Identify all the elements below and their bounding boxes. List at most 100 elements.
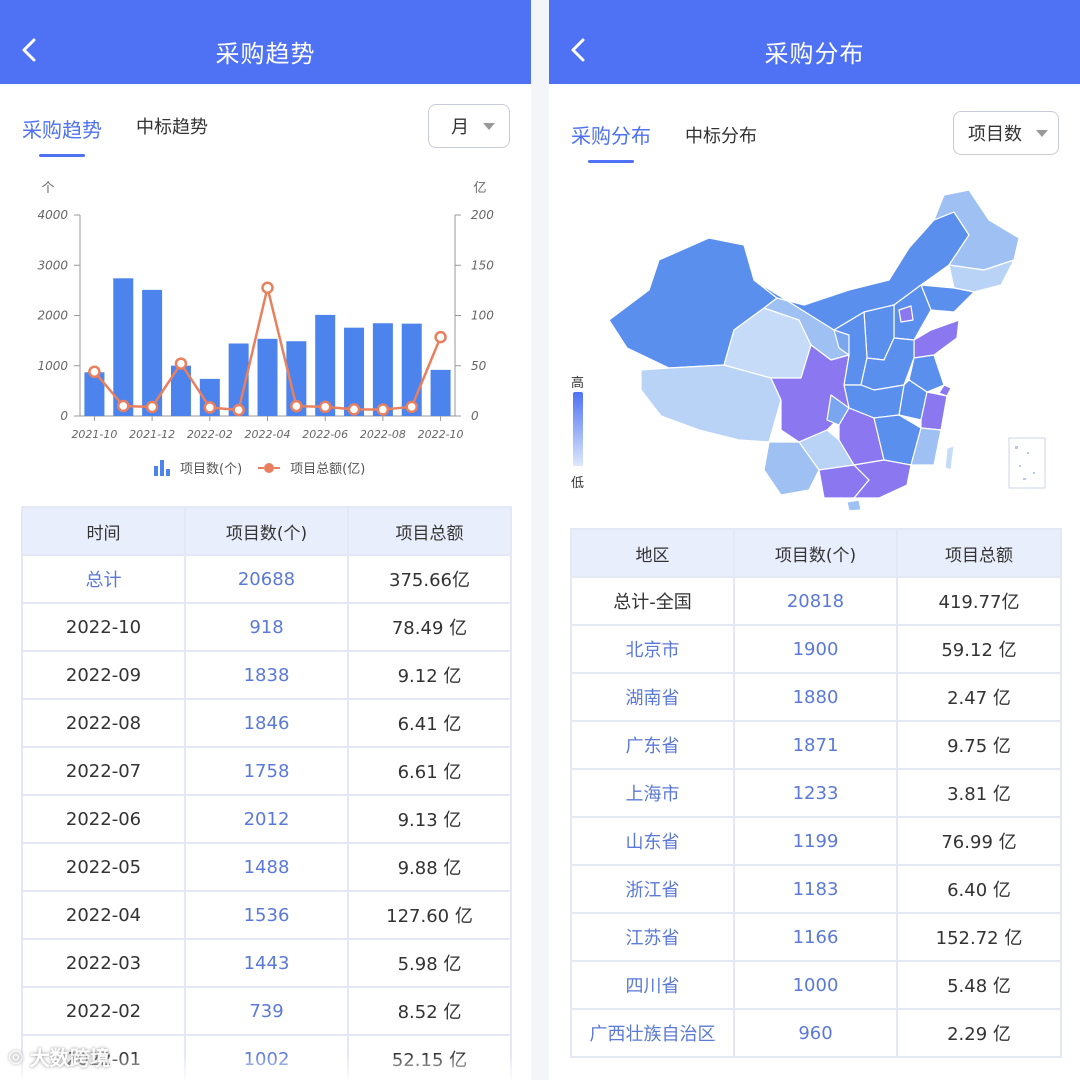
table-row[interactable]: 江苏省 1166 152.72 亿 <box>570 912 1062 962</box>
watermark-text: 大数跨境 <box>29 1046 110 1070</box>
table-row[interactable]: 2022-04 1536 127.60 亿 <box>21 890 512 940</box>
chart-point <box>203 401 217 414</box>
table-row[interactable]: 广西壮族自治区 960 2.29 亿 <box>570 1008 1062 1058</box>
table-cell-count[interactable]: 1233 <box>733 768 898 818</box>
table-cell-count[interactable]: 1536 <box>184 890 349 940</box>
table-cell-label[interactable]: 广东省 <box>570 720 735 770</box>
chart-point <box>376 403 390 416</box>
table-cell-count[interactable]: 1871 <box>733 720 898 770</box>
weibo-logo-icon: ◎ <box>8 1046 24 1067</box>
back-arrow-icon[interactable] <box>569 38 589 62</box>
table-cell-count[interactable]: 1488 <box>184 842 349 892</box>
table-row[interactable]: 上海市 1233 3.81 亿 <box>570 768 1062 818</box>
table-cell-label[interactable]: 山东省 <box>570 816 735 866</box>
line-marker-icon <box>258 462 281 473</box>
region-guangdong <box>853 459 912 499</box>
table-cell-label[interactable]: 上海市 <box>570 768 735 818</box>
table-cell-label: 2022-09 <box>21 650 186 700</box>
tab-label: 中标分布 <box>685 126 757 147</box>
table-row[interactable]: 2022-02 739 8.52 亿 <box>21 986 512 1036</box>
table-cell-count[interactable]: 739 <box>184 986 349 1036</box>
table-cell-count[interactable]: 20688 <box>184 554 349 604</box>
tab-purchase-distribution[interactable]: 采购分布 <box>571 120 651 163</box>
table-row[interactable]: 湖南省 1880 2.47 亿 <box>570 672 1062 722</box>
metric-select[interactable]: 项目数 <box>953 111 1059 155</box>
trend-screen: 采购趋势 采购趋势 中标趋势 月 个 亿 0 1000 2000 3000 4000 0 50 1… <box>0 0 531 1080</box>
tab-bar: 采购分布 中标分布 项目数 <box>549 84 1080 170</box>
chart-point <box>290 399 303 413</box>
page-title: 采购趋势 <box>215 40 316 68</box>
table-row[interactable]: 浙江省 1183 6.40 亿 <box>570 864 1062 914</box>
color-scale-bar <box>573 392 583 466</box>
trend-table: 时间 项目数(个) 项目总额 总计 20688 375.66亿 2022-10 918 7… <box>21 506 512 1080</box>
chart-legend: 项目数(个) 项目总额(亿) <box>154 458 365 477</box>
chart-point <box>318 400 332 414</box>
table-cell-label: 2022-03 <box>21 938 186 988</box>
chevron-down-icon <box>1036 129 1048 137</box>
table-cell-count[interactable]: 1758 <box>184 746 349 796</box>
table-row[interactable]: 广东省 1871 9.75 亿 <box>570 720 1062 770</box>
table-cell-count[interactable]: 1183 <box>733 864 898 914</box>
y-tick-label: 0 <box>60 409 68 423</box>
table-row[interactable]: 2022-10 918 78.49 亿 <box>21 602 512 652</box>
table-cell-label[interactable]: 北京市 <box>570 624 735 674</box>
table-cell-count[interactable]: 1880 <box>733 672 898 722</box>
table-cell-count[interactable]: 1443 <box>184 938 349 988</box>
table-cell-label[interactable]: 四川省 <box>570 960 735 1010</box>
table-cell-label[interactable]: 总计 <box>21 554 186 604</box>
x-tick-label: 2022-08 <box>360 428 406 441</box>
table-cell-amount: 6.61 亿 <box>347 746 512 796</box>
tab-bar: 采购趋势 中标趋势 月 <box>0 84 531 170</box>
table-cell-label[interactable]: 广西壮族自治区 <box>570 1008 735 1058</box>
region-tibet <box>640 364 782 443</box>
table-cell-count[interactable]: 1166 <box>733 912 898 962</box>
table-row[interactable]: 2022-09 1838 9.12 亿 <box>21 650 512 700</box>
table-row[interactable]: 2022-08 1846 6.41 亿 <box>21 698 512 748</box>
table-cell-count[interactable]: 1900 <box>733 624 898 674</box>
table-row[interactable]: 山东省 1199 76.99 亿 <box>570 816 1062 866</box>
table-cell-amount: 375.66亿 <box>347 554 512 604</box>
table-cell-count[interactable]: 1199 <box>733 816 898 866</box>
x-tick-label: 2022-10 <box>418 428 464 441</box>
table-cell-count[interactable]: 2012 <box>184 794 349 844</box>
table-header-row: 地区 项目数(个) 项目总额 <box>570 528 1062 578</box>
table-row[interactable]: 总计-全国 20818 419.77亿 <box>570 576 1062 626</box>
y2-tick-label: 100 <box>471 309 494 323</box>
table-cell-label[interactable]: 浙江省 <box>570 864 735 914</box>
app-header: 采购分布 <box>549 0 1080 84</box>
tab-purchase-trend[interactable]: 采购趋势 <box>22 114 102 157</box>
table-row[interactable]: 2022-03 1443 5.98 亿 <box>21 938 512 988</box>
scale-low-label: 低 <box>571 476 585 491</box>
table-cell-count[interactable]: 20818 <box>733 576 898 626</box>
legend-line-label: 项目总额(亿) <box>290 462 366 477</box>
period-select[interactable]: 月 <box>428 104 510 148</box>
chart-bar <box>170 365 191 416</box>
table-row[interactable]: 2022-07 1758 6.61 亿 <box>21 746 512 796</box>
back-arrow-icon[interactable] <box>20 38 40 62</box>
table-cell-count[interactable]: 1000 <box>733 960 898 1010</box>
region-fujian <box>910 427 942 466</box>
table-cell-amount: 59.12 亿 <box>896 624 1062 674</box>
tab-bid-distribution[interactable]: 中标分布 <box>685 122 757 148</box>
table-cell-amount: 127.60 亿 <box>347 890 512 940</box>
table-cell-amount: 419.77亿 <box>896 576 1062 626</box>
tab-label: 中标趋势 <box>136 117 208 138</box>
tab-bid-trend[interactable]: 中标趋势 <box>136 113 208 139</box>
table-cell-count[interactable]: 1838 <box>184 650 349 700</box>
chevron-down-icon <box>483 122 495 130</box>
table-cell-count[interactable]: 960 <box>733 1008 898 1058</box>
y-tick-label: 1000 <box>37 359 68 373</box>
table-row[interactable]: 2022-05 1488 9.88 亿 <box>21 842 512 892</box>
table-cell-label[interactable]: 江苏省 <box>570 912 735 962</box>
table-cell-count[interactable]: 918 <box>184 602 349 652</box>
table-cell-amount: 152.72 亿 <box>896 912 1062 962</box>
chart-bar <box>142 289 163 416</box>
x-tick-label: 2022-06 <box>302 428 348 441</box>
chart-point <box>434 330 447 344</box>
table-row[interactable]: 北京市 1900 59.12 亿 <box>570 624 1062 674</box>
table-row[interactable]: 2022-06 2012 9.13 亿 <box>21 794 512 844</box>
table-row[interactable]: 总计 20688 375.66亿 <box>21 554 512 604</box>
table-cell-label[interactable]: 湖南省 <box>570 672 735 722</box>
table-cell-count[interactable]: 1846 <box>184 698 349 748</box>
table-row[interactable]: 四川省 1000 5.48 亿 <box>570 960 1062 1010</box>
